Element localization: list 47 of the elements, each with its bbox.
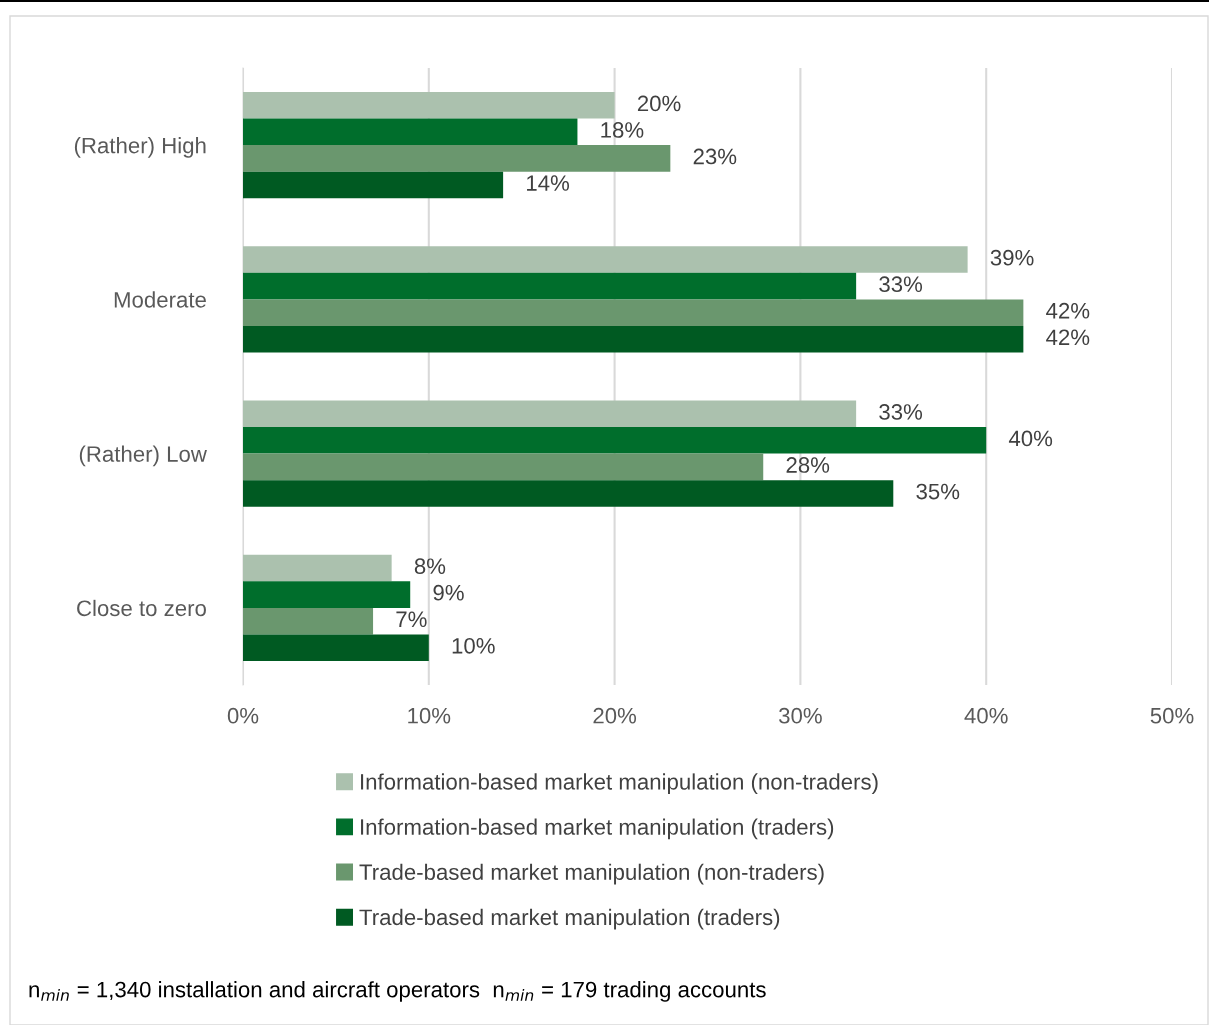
bar (243, 171, 504, 199)
x-tick-label: 0% (227, 707, 259, 724)
data-label: 14% (527, 175, 570, 191)
x-tick-label: 10% (408, 707, 451, 724)
legend-label: Information-based market manipulation (non-traders) (361, 773, 878, 795)
bar (243, 246, 968, 273)
bar (243, 400, 857, 428)
bar (243, 634, 429, 661)
bar (243, 453, 764, 481)
data-label: 39% (990, 249, 1034, 266)
data-label: 42% (1046, 302, 1090, 319)
text: n$_{min}$ = 1,340 installation and aircraft operators n$_{min}$ = 179 trading accounts (29, 981, 766, 1002)
y-tick-label: Close to zero (77, 599, 206, 617)
x-tick-label: 30% (779, 707, 822, 724)
data-label: 42% (1046, 329, 1090, 346)
bar (243, 427, 987, 454)
data-label: 10% (452, 637, 495, 654)
legend-label: Trade-based market manipulation (non-traders) (359, 863, 824, 885)
data-label: 33% (879, 404, 923, 420)
data-label: 18% (601, 122, 644, 138)
data-label: 23% (693, 148, 737, 165)
bar (243, 118, 578, 146)
bar (243, 581, 411, 608)
x-tick-label: 20% (593, 707, 637, 724)
data-label: 8% (414, 558, 446, 575)
legend-label: Trade-based market manipulation (traders) (359, 908, 780, 930)
y-tick-label: (Rather) Low (79, 445, 207, 467)
bar (243, 145, 671, 172)
bar (243, 272, 857, 300)
x-tick-label: 40% (964, 707, 1008, 724)
bar (243, 92, 615, 119)
data-label: 9% (433, 584, 464, 601)
y-tick-label: (Rather) High (74, 137, 206, 158)
data-label: 35% (916, 483, 960, 500)
data-label: 40% (1008, 430, 1053, 447)
bar (243, 299, 1024, 326)
y-tick-label: Moderate (114, 291, 206, 308)
bar (243, 480, 894, 507)
x-tick-label: 50% (1150, 707, 1194, 724)
bar (243, 554, 392, 582)
bar (243, 325, 1024, 353)
data-label: 28% (786, 457, 830, 473)
data-label: 33% (879, 276, 923, 293)
data-label: 7% (396, 611, 427, 628)
bar (243, 607, 374, 635)
legend-label: Information-based market manipulation (traders) (361, 818, 834, 840)
data-label: 20% (637, 95, 681, 112)
